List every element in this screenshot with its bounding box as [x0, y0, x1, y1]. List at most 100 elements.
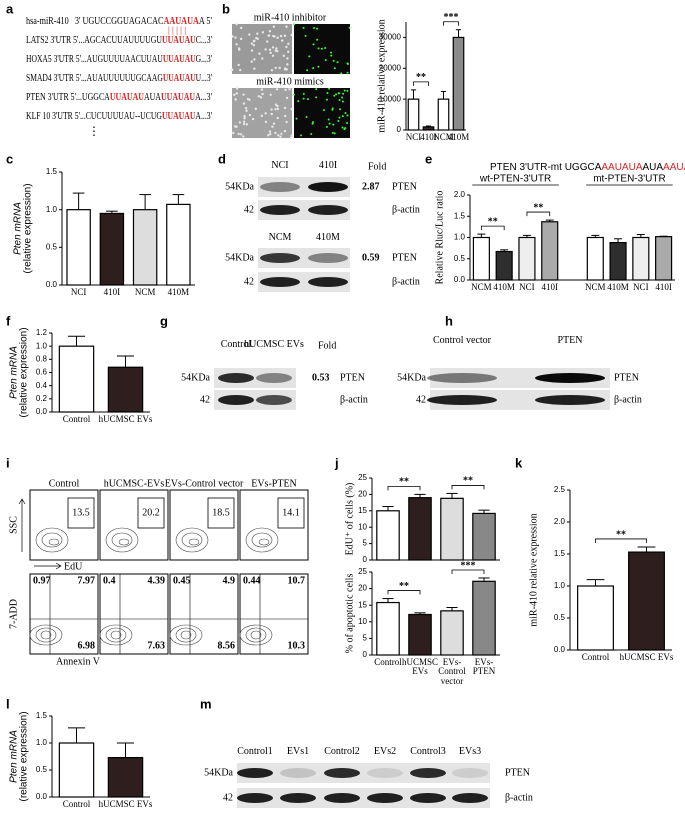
x-tick-label: hUCMSC EVs — [401, 658, 438, 677]
cell — [281, 39, 284, 42]
panel-label: l — [6, 696, 10, 711]
cell — [279, 34, 283, 38]
cell — [234, 98, 237, 101]
cell — [302, 26, 305, 29]
sequence-part: UUAUAU — [162, 35, 196, 46]
cell — [250, 42, 254, 45]
sequence-part: UUAUAU — [163, 73, 196, 84]
y-axis-title: % of apoptotic cells — [344, 574, 355, 654]
blot-strip — [258, 248, 350, 268]
blot-band — [308, 253, 348, 263]
contour — [251, 532, 273, 548]
cell — [283, 106, 287, 110]
micrograph — [232, 88, 292, 138]
significance-bracket — [443, 21, 459, 26]
cell — [327, 118, 330, 121]
sequence-part: A...3' — [195, 111, 212, 122]
size-marker: 42 — [223, 792, 233, 803]
quadrant-value: 0.44 — [243, 575, 261, 586]
cell — [255, 36, 258, 40]
blot-band — [308, 182, 348, 192]
y-tick-label: 2.5 — [554, 485, 566, 494]
sequence-part: HOXA5 3'UTR 5'...AUGUUUUAACUUAU — [26, 54, 163, 65]
sequence-part: PTEN 3'UTR 5'...UGGCA — [26, 92, 110, 103]
x-tick-label: NCI — [633, 283, 649, 292]
panel-label: d — [218, 151, 226, 166]
y-tick-label: 10000 — [379, 94, 402, 103]
cell — [343, 128, 346, 131]
sequence-part: UUAUAU — [162, 111, 195, 122]
cell — [239, 37, 243, 41]
panel-label: g — [160, 313, 168, 328]
sequence-row: HOXA5 3'UTR 5'...AUGUUUUAACUUAUUUAUAUG..… — [26, 54, 212, 65]
size-marker: 42 — [200, 394, 210, 405]
x-tick-label: 410I — [541, 283, 558, 292]
sequence-row: KLF 10 3'UTR 5'...CUCUUUUAU--UCUGUUAUAUA… — [26, 111, 212, 122]
blot-band — [256, 373, 292, 383]
x-tick-label: 410M — [447, 133, 470, 142]
cell — [243, 116, 246, 120]
y-tick-label: 0.0 — [36, 407, 48, 416]
x-tick-label: Control — [374, 658, 402, 667]
y-tick-label: 0 — [363, 650, 368, 659]
flow-plot — [169, 573, 239, 655]
protein-label: β-actin — [505, 792, 533, 803]
significance-bracket — [595, 538, 647, 543]
bar — [107, 756, 144, 798]
contour — [169, 624, 203, 646]
cell — [235, 43, 238, 46]
y-tick-label: 0.6 — [36, 368, 48, 377]
protein-label: β-actin — [392, 204, 420, 215]
x-tick-label: NCI — [405, 133, 422, 142]
y-axis-title: (relative expression) — [19, 327, 30, 417]
sequence-part: AAUAUA — [163, 16, 199, 27]
contour — [245, 627, 267, 643]
cell — [323, 109, 326, 112]
cell — [231, 35, 234, 38]
lane-label-box: 410M — [316, 233, 340, 243]
cell — [234, 36, 237, 39]
cell — [336, 61, 339, 64]
sequence-row: LATS2 3'UTR 5'...AGCACUUAUUUUGUUUAUAUC..… — [26, 35, 212, 46]
significance-label: ** — [416, 72, 426, 83]
x-tick-label-box: Control — [63, 415, 91, 424]
cell — [240, 26, 243, 30]
cell — [259, 96, 263, 99]
x-tick-label-box: 410M — [447, 133, 470, 142]
cell — [316, 27, 319, 30]
x-tick-label: 410I — [420, 133, 437, 142]
y-tick-label: 1.5 — [46, 167, 58, 176]
bar — [632, 236, 650, 281]
cell — [290, 33, 293, 37]
axis-title: EdU — [64, 561, 83, 572]
bar — [437, 98, 450, 131]
gate — [277, 497, 305, 529]
quadrant-value: 7.97 — [78, 575, 96, 586]
size-marker: 54KDa — [397, 372, 426, 383]
fold-header: Fold — [368, 161, 386, 172]
cell — [271, 125, 274, 128]
significance-bracket — [526, 211, 551, 217]
x-tick-label: 410M — [607, 283, 629, 292]
cell — [344, 112, 347, 115]
blot-strip — [214, 368, 296, 388]
y-tick-label: 0.5 — [36, 765, 48, 774]
lane-label-box: Control3 — [410, 747, 446, 757]
blot-band — [280, 793, 316, 803]
protein-label: PTEN — [392, 252, 417, 263]
cell — [317, 47, 320, 50]
y-axis-title: Pten mRNA — [9, 346, 20, 399]
bar — [472, 580, 496, 656]
y-tick-label: 15 — [358, 506, 367, 515]
cell — [315, 96, 318, 99]
cell — [276, 49, 279, 53]
quadrant-value: 4.9 — [223, 575, 236, 586]
cell — [260, 114, 264, 118]
protein-label: PTEN — [392, 181, 417, 192]
contour — [35, 527, 69, 553]
size-marker: 54KDa — [225, 252, 254, 263]
bar — [407, 98, 420, 131]
cell — [272, 34, 275, 38]
y-tick-label: 1.5 — [554, 549, 566, 558]
